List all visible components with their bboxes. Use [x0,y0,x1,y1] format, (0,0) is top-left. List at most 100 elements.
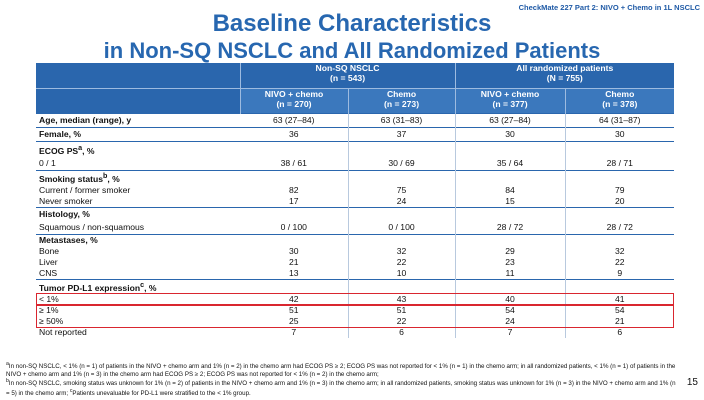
table-row-pdl1-ge1: ≥ 1% 51 51 54 54 [36,305,675,317]
header-blank [36,63,240,88]
cell-empty [564,207,675,222]
cell-empty [564,140,675,158]
footnote-b: bIn non-SQ NSCLC, smoking status was unk… [6,378,678,397]
cell-value: 51 [347,305,456,317]
row-label: Tumor PD-L1 expressionc, % [36,279,240,295]
cell-value: 54 [454,305,566,317]
cell-value: 9 [564,268,675,280]
cell-value: 20 [564,196,675,208]
cell-value: 22 [564,257,675,269]
header-study-link[interactable]: CheckMate 227 Part 2: NIVO + Chemo in 1L… [518,3,700,12]
cell-value: 43 [347,294,456,306]
footnote-marker: c [140,281,145,290]
cell-value: 24 [347,196,456,208]
table-row-female: Female, % 36 37 30 30 [36,126,675,141]
cell-value: 30 [454,126,566,141]
arm-name: Chemo [605,88,635,99]
table-row-age: Age, median (range), y 63 (27–84) 63 (31… [36,112,675,127]
footnote-marker: a [78,143,83,152]
cell-empty [454,140,566,158]
cell-empty [240,207,348,222]
cell-value: 30 [288,246,299,257]
row-label: CNS [39,268,58,279]
row-label: Current / former smoker [39,185,131,196]
cell-value: 79 [564,185,675,197]
cell-value: 84 [454,185,566,197]
cell-value: 22 [347,316,456,328]
cell-value: 21 [288,257,299,268]
cell-value: 28 / 72 [454,221,566,235]
table-row-pdl1-ge50: ≥ 50% 25 22 24 21 [36,316,675,328]
arm-n: (n = 270) [276,98,312,109]
table-row-pdl1-heading: Tumor PD-L1 expressionc, % [36,279,675,295]
arm-name: NIVO + chemo [480,88,540,99]
cell-value: 24 [454,316,566,328]
label-text: Smoking status [39,174,103,185]
cell-value: 37 [347,126,456,141]
cell-empty [240,140,348,158]
table-row-histology-heading: Histology, % [36,207,675,222]
arm-n: (n = 273) [383,98,420,109]
cell-empty [240,234,348,247]
table-row-metastases-cns: CNS 13 10 11 9 [36,268,675,280]
cell-value: 21 [564,316,675,328]
cell-value: 0 / 100 [280,222,307,233]
cell-value: 54 [564,305,675,317]
row-label: Age, median (range), y [36,112,240,127]
cell-value: 23 [454,257,566,269]
row-label: < 1% [39,294,59,305]
cell-value: 32 [564,246,675,258]
row-label: Bone [39,246,60,257]
cell-value: 7 [291,327,297,338]
cell-value: 17 [288,196,299,207]
cell-value: 75 [347,185,456,197]
footnote-marker: b [103,172,108,181]
row-label: Not reported [39,327,87,338]
cell-empty [454,234,566,247]
footnote-a: aIn non-SQ NSCLC, < 1% (n = 1) of patien… [6,361,678,378]
table-row-metastases-bone: Bone 30 32 29 32 [36,246,675,258]
cell-value: 0 / 100 [347,221,456,235]
cell-empty [347,207,456,222]
cell-empty [454,279,566,295]
label-suffix: , % [107,174,120,185]
page-number: 15 [686,377,698,388]
arm-name: Chemo [386,88,417,99]
table-row-ecog-heading: ECOG PSa, % [36,140,675,158]
arm-n: (n = 378) [602,98,638,109]
row-label: Liver [39,257,58,268]
cell-value: 51 [288,305,299,316]
cell-value: 15 [454,196,566,208]
table-row-smoking-heading: Smoking statusb, % [36,170,675,186]
cell-value: 6 [347,327,456,339]
footnote-text: In non-SQ NSCLC, < 1% (n = 1) of patient… [6,363,676,378]
label-suffix: , % [144,283,157,294]
group-header-non-sq: Non-SQ NSCLC (n = 543) [239,63,456,89]
cell-value: 28 / 72 [564,221,675,235]
row-label: ≥ 1% [39,305,59,316]
footnote-marker: c [69,387,73,394]
table-header-arms: NIVO + chemo (n = 270) Chemo (n = 273) NIV… [36,87,675,113]
footnote-text: Patients unevaluable for PD-L1 were stra… [72,389,251,397]
cell-value: 38 / 61 [280,158,307,169]
cell-empty [347,234,456,247]
arm-header-chemo-2: Chemo (n = 378) [564,87,675,113]
cell-empty [347,140,456,158]
label-suffix: , % [82,145,95,156]
group-n: (n = 543) [329,73,366,83]
cell-value: 29 [454,246,566,258]
cell-value: 63 (31–83) [347,112,456,127]
cell-value: 25 [288,316,299,327]
cell-value: 7 [454,327,566,339]
cell-empty [564,279,675,295]
group-n: (N = 755) [546,73,583,83]
row-label: Metastases, % [36,234,240,247]
cell-value: 42 [288,294,299,305]
row-label: Smoking statusb, % [36,170,240,186]
table-row-metastases-heading: Metastases, % [36,234,675,247]
cell-value: 63 (27–84) [240,112,348,127]
row-label: Histology, % [36,207,240,222]
table-row-smoking-current: Current / former smoker 82 75 84 79 [36,185,675,197]
cell-value: 6 [564,327,675,339]
table-row-pdl1-lt1: < 1% 42 43 40 41 [36,294,675,306]
